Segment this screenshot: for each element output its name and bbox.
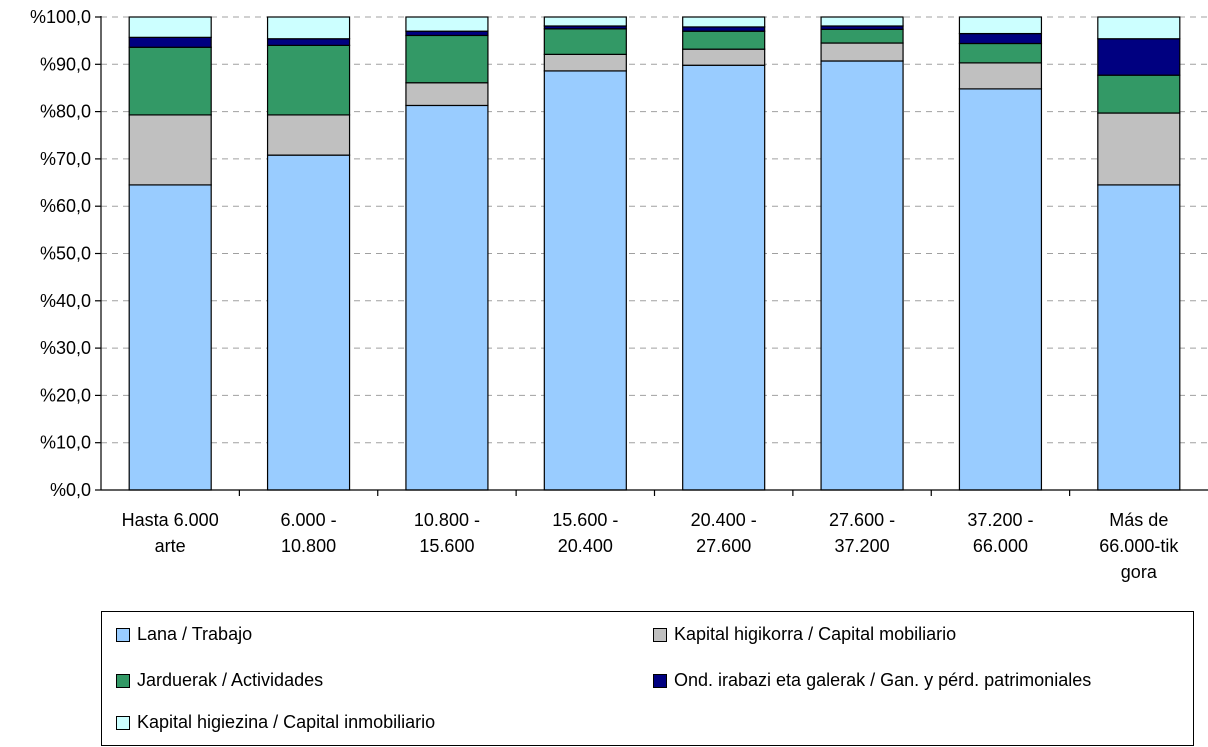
bar-segment [266,44,351,116]
legend-label: Lana / Trabajo [137,624,253,644]
y-tick-label: %90,0 [40,54,91,74]
bar-segment [405,16,489,32]
bar-segment [266,114,351,156]
bar-segment [682,48,766,66]
x-tick-label: 6.000 -10.800 [281,510,337,556]
bar-segment [128,114,212,186]
y-tick-label: %50,0 [40,244,91,264]
legend-label: Jarduerak / Actividades [137,670,324,690]
legend-swatch [653,673,667,688]
bar-segment [405,104,489,491]
bar-segment [543,16,627,27]
bar-segment [128,16,212,38]
legend-item: Lana / Trabajo [116,624,252,645]
bar-segment [266,154,351,491]
bar-segment [1097,38,1181,76]
bar-segment [1097,16,1181,40]
bar-segment [266,38,351,46]
bar-segment [958,88,1043,491]
bar-segment [820,16,904,27]
bar-segment [1097,184,1181,491]
bar-segment [682,26,766,32]
bar-segment [682,30,766,50]
y-tick-label: %80,0 [40,102,91,122]
bar-segment [682,64,766,491]
legend-label: Kapital higiezina / Capital inmobiliario [137,712,436,732]
bar-segment [958,32,1043,45]
legend-swatch [116,627,130,642]
bar-segment [405,34,489,84]
bar-segment [1097,74,1181,114]
legend: Lana / Trabajo Kapital higikorra / Capita… [101,611,1194,746]
bar-segment [543,70,627,491]
bar-segment [543,53,627,72]
legend-swatch [116,715,130,730]
legend-swatch [653,627,667,642]
x-tick-label: 20.400 -27.600 [691,510,757,556]
y-tick-label: %10,0 [40,433,91,453]
y-tick-label: %0,0 [50,480,91,500]
y-tick-label: %30,0 [40,338,91,358]
y-tick-label: %100,0 [30,7,91,27]
x-tick-label: Hasta 6.000 arte [122,510,219,556]
bar-segment [128,46,212,116]
x-tick-label: 27.600 -37.200 [829,510,895,556]
x-tick-label: 15.600 -20.400 [552,510,618,556]
bar-segment [682,16,766,28]
x-tick-label: 37.200 -66.000 [967,510,1033,556]
legend-item: Jarduerak / Actividades [116,670,323,691]
legend-swatch [116,673,130,688]
bar-segment [958,16,1043,35]
legend-label: Ond. irabazi eta galerak / Gan. y pérd. … [674,670,1092,690]
y-tick-label: %60,0 [40,196,91,216]
bar-segment [405,82,489,107]
bar-segment [958,62,1043,90]
bar-segment [543,28,627,55]
bar-segment [820,42,904,62]
y-tick-label: %40,0 [40,291,91,311]
bar-segment [820,60,904,491]
x-tick-label: Más de 66.000-tik gora [1099,510,1179,582]
bar-segment [128,36,212,48]
y-tick-label: %20,0 [40,385,91,405]
legend-label: Kapital higikorra / Capital mobiliario [674,624,957,644]
stacked-bar-chart: %0,0 %10,0 %20,0 %30,0 %40,0 %50,0 %60,0 %70,0%… [30,7,1208,582]
bar-segment [1097,112,1181,186]
bar-segment [405,30,489,37]
bar-segment [958,42,1043,64]
legend-item: Kapital higiezina / Capital inmobiliario [116,712,435,733]
legend-item: Kapital higikorra / Capital mobiliario [653,624,956,645]
bar-segment [820,28,904,44]
y-tick-label: %70,0 [40,149,91,169]
bar-segment [128,184,212,491]
bar-segment [266,16,351,40]
x-tick-label: 10.800 -15.600 [414,510,480,556]
legend-item: Ond. irabazi eta galerak / Gan. y pérd. … [653,670,1091,691]
